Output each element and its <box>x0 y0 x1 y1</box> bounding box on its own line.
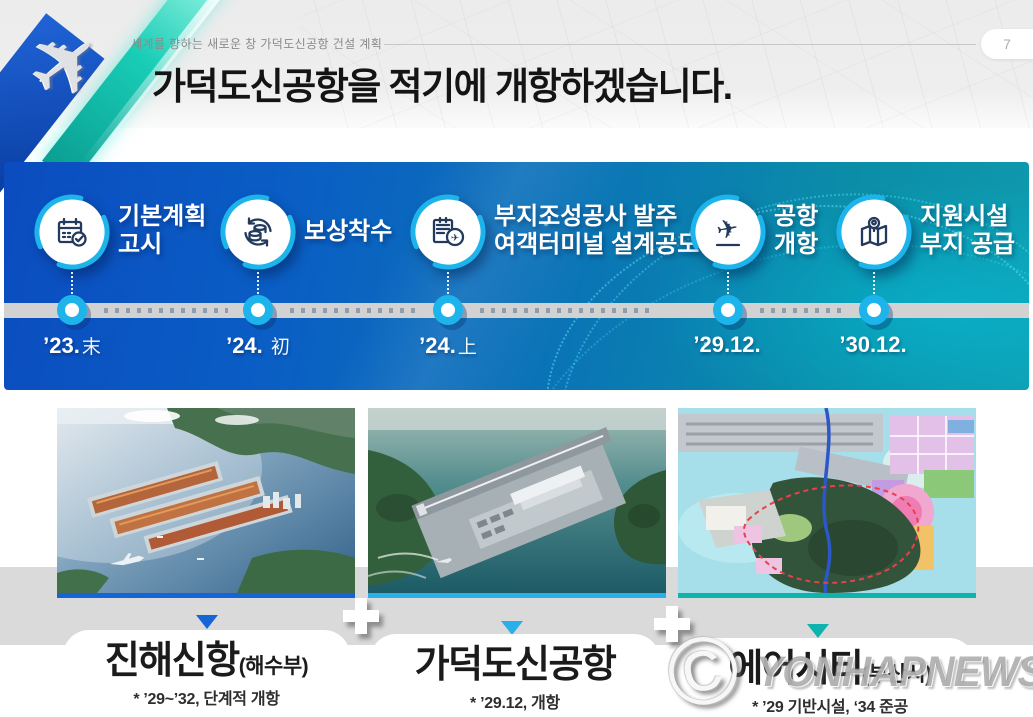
jinhae-new-port-image <box>57 408 355 598</box>
header-eyebrow: 세계를 향하는 새로운 창 가덕도신공항 건설 계획 <box>131 37 383 51</box>
airplane-takeoff-icon: ✈ <box>714 212 741 247</box>
milestone-dot <box>713 295 743 325</box>
timeline-dotted-segment <box>760 308 846 313</box>
milestone-date: ’24. 上 <box>419 333 477 358</box>
project-title: 진해신항(해수부) <box>104 640 309 682</box>
plus-separator <box>654 606 690 642</box>
project-title: 에어시티(부산시) <box>728 648 932 690</box>
timeline-dotted-segment <box>104 308 228 313</box>
pointer-triangle <box>807 624 829 638</box>
milestone-date: ’24. 初 <box>226 333 290 358</box>
milestone-label: 기본계획 고시 <box>118 203 207 259</box>
sparkle-dot <box>544 222 548 226</box>
pointer-triangle <box>196 615 218 629</box>
milestone-label: 지원시설 부지 공급 <box>920 203 1015 259</box>
gadeokdo-new-airport-aerial-render <box>368 408 666 593</box>
milestone-circle <box>220 194 296 270</box>
milestone-connector <box>873 272 875 294</box>
map-location-pin-icon <box>860 216 888 247</box>
milestone-dot <box>859 295 889 325</box>
milestone-circle <box>34 194 110 270</box>
project-card-jinhae: 진해신항(해수부) * ’29~’32, 단계적 개항 <box>63 630 350 717</box>
milestone-connector <box>447 272 449 294</box>
project-title-note: (부산시) <box>862 663 932 686</box>
sparkle-dot <box>704 342 708 346</box>
milestone-dot <box>433 295 463 325</box>
milestone-label: 부지조성공사 발주 여객터미널 설계공모 <box>494 203 700 259</box>
milestone-label: 보상착수 <box>304 218 393 245</box>
milestone-circle <box>836 194 912 270</box>
tender-document-airplane-icon: ✈ <box>432 216 465 247</box>
timeline-dotted-segment <box>480 308 652 313</box>
project-subtitle: * ’29~’32, 단계적 개항 <box>133 691 280 708</box>
milestone-ring <box>34 194 110 270</box>
milestone-label: 공항 개항 <box>774 203 819 259</box>
header: ✈ 세계를 향하는 새로운 창 가덕도신공항 건설 계획 7 가덕도신공항을 적… <box>0 0 1033 193</box>
project-card-aircity: 에어시티(부산시) * ’29 기반시설, ‘34 준공 <box>685 638 975 717</box>
milestone-dot <box>57 295 87 325</box>
page-number-badge: 7 <box>981 29 1033 59</box>
plus-separator <box>343 598 379 634</box>
milestone-ring <box>690 194 766 270</box>
milestone-date: ’23. 末 <box>43 333 101 358</box>
timeline-dotted-segment <box>290 308 416 313</box>
project-subtitle: * ’29 기반시설, ‘34 준공 <box>752 699 908 716</box>
project-title: 가덕도신공항 <box>414 644 617 686</box>
pointer-triangle <box>501 621 523 635</box>
air-city-land-use-plan-map <box>678 408 976 593</box>
svg-text:✈: ✈ <box>714 212 741 245</box>
milestone-connector <box>71 272 73 294</box>
milestone-dot <box>243 295 273 325</box>
jinhae-new-port-aerial-render <box>57 408 355 593</box>
page-title: 가덕도신공항을 적기에 개항하겠습니다. <box>152 66 733 107</box>
milestone-circle: ✈ <box>690 194 766 270</box>
milestone-date: ’30.12. <box>839 332 907 357</box>
milestone-connector <box>257 272 259 294</box>
project-card-gadeokdo: 가덕도신공항 * ’29.12, 개항 <box>370 634 660 717</box>
air-city-map-image <box>678 408 976 598</box>
coins-cycle-icon <box>244 217 272 247</box>
sparkle-dot <box>954 232 958 236</box>
milestone-date: ’29.12. <box>693 332 761 357</box>
milestone-circle: ✈ <box>410 194 486 270</box>
milestone-connector <box>727 272 729 294</box>
header-rule-line <box>384 44 976 45</box>
band-glow <box>609 162 1029 390</box>
page-number: 7 <box>1003 36 1011 52</box>
project-title-note: (해수부) <box>238 655 309 678</box>
project-subtitle: * ’29.12, 개항 <box>470 695 560 712</box>
calendar-check-icon <box>57 217 87 247</box>
svg-text:✈: ✈ <box>451 233 459 244</box>
gadeokdo-airport-image <box>368 408 666 598</box>
timeline-band: 기본계획 고시 ’23. 末 <box>4 162 1029 390</box>
